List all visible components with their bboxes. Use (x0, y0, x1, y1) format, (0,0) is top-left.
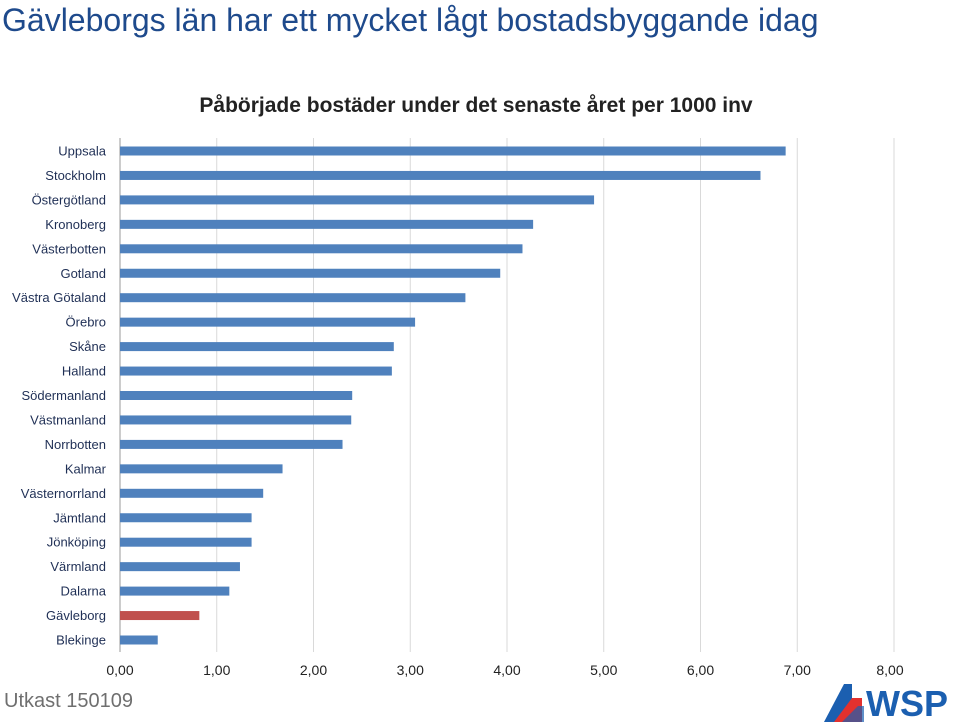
category-label: Västra Götaland (12, 290, 106, 305)
category-label: Västmanland (30, 412, 106, 427)
bar-kalmar (120, 464, 283, 474)
chart-title: Påbörjade bostäder under det senaste åre… (199, 94, 753, 117)
bar-värmland (120, 562, 240, 572)
bar-uppsala (120, 146, 786, 156)
category-labels: Uppsala Stockholm Östergötland Kronoberg Väs… (12, 144, 107, 648)
category-label: Östergötland (32, 192, 106, 207)
category-label: Värmland (50, 559, 106, 574)
bar-södermanland (120, 391, 353, 400)
wsp-logo: WSP (824, 683, 948, 724)
category-label: Dalarna (60, 584, 106, 599)
category-label: Norrbotten (45, 437, 106, 452)
x-tick-label: 0,00 (106, 662, 133, 678)
x-tick-label: 3,00 (397, 662, 424, 678)
category-label: Örebro (66, 315, 106, 330)
category-label: Jämtland (53, 510, 106, 525)
bars (120, 146, 786, 645)
category-label: Kalmar (65, 461, 107, 476)
bar-blekinge (120, 635, 158, 645)
bar-halland (120, 366, 392, 376)
category-label: Uppsala (58, 144, 106, 159)
bar-skåne (120, 342, 394, 352)
category-label: Södermanland (21, 388, 106, 403)
category-label: Gävleborg (46, 608, 106, 623)
category-label: Kronoberg (45, 217, 106, 232)
bar-jämtland (120, 513, 252, 523)
svg-text:WSP: WSP (866, 683, 948, 724)
x-tick-label: 6,00 (687, 662, 714, 678)
draft-label: Utkast 150109 (4, 690, 133, 712)
category-label: Blekinge (56, 633, 106, 648)
category-label: Gotland (60, 266, 106, 281)
category-label: Jönköping (47, 535, 106, 550)
bar-gotland (120, 268, 501, 278)
category-label: Skåne (69, 339, 106, 354)
bar-norrbotten (120, 439, 343, 449)
bar-stockholm (120, 170, 761, 180)
bar-östergötland (120, 195, 595, 205)
x-tick-label: 1,00 (203, 662, 230, 678)
x-tick-label: 4,00 (493, 662, 520, 678)
bar-gävleborg (120, 611, 200, 621)
category-label: Halland (62, 364, 106, 379)
x-tick-label: 2,00 (300, 662, 327, 678)
category-label: Stockholm (45, 168, 106, 183)
slide-title: Gävleborgs län har ett mycket lågt bosta… (2, 2, 819, 38)
bar-västernorrland (120, 488, 264, 498)
bar-västerbotten (120, 244, 523, 254)
bar-jönköping (120, 537, 252, 547)
bar-kronoberg (120, 219, 534, 229)
x-tick-label: 7,00 (784, 662, 811, 678)
category-label: Västernorrland (21, 486, 106, 501)
bar-dalarna (120, 586, 230, 596)
bar-västra-götaland (120, 293, 466, 303)
bar-västmanland (120, 415, 352, 425)
bar-örebro (120, 317, 416, 327)
x-tick-labels: 0,00 1,00 2,00 3,00 4,00 5,00 6,00 7,00 8,00 (106, 662, 903, 678)
x-tick-label: 5,00 (590, 662, 617, 678)
category-label: Västerbotten (32, 241, 106, 256)
x-tick-label: 8,00 (876, 662, 903, 678)
